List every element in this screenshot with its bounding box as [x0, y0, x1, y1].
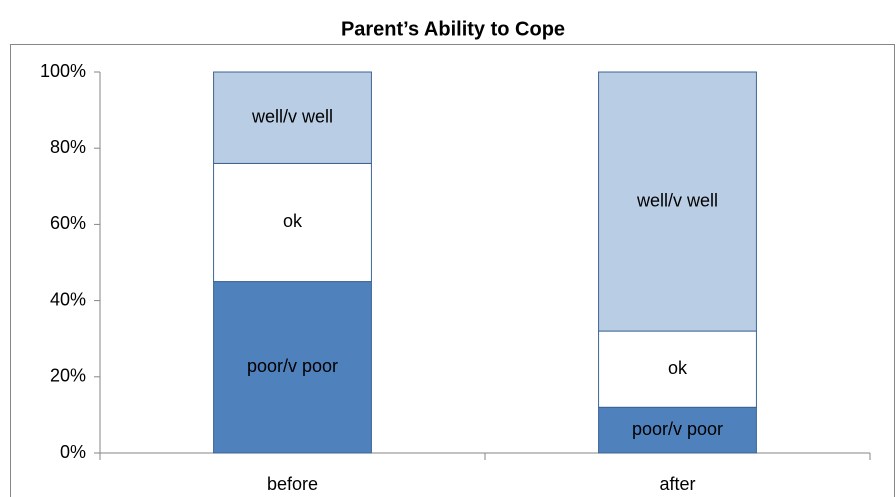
- segment-label: well/v well: [251, 106, 333, 126]
- segment-label: ok: [283, 211, 303, 231]
- bar-segment: [598, 406, 757, 454]
- bar-segment: [213, 281, 372, 454]
- y-tick-label: 80%: [50, 137, 86, 157]
- bar-segment: [598, 330, 757, 408]
- segment-label: poor/v poor: [632, 419, 723, 439]
- y-tick-label: 40%: [50, 289, 86, 309]
- bar-segment: [213, 162, 372, 283]
- y-tick-label: 60%: [50, 213, 86, 233]
- x-tick-label: after: [659, 474, 695, 494]
- chart-border: [10, 44, 895, 497]
- segment-label: well/v well: [636, 190, 718, 210]
- bar-segment: [598, 71, 757, 332]
- bar-segment: [213, 71, 372, 164]
- y-tick-label: 100%: [40, 61, 86, 81]
- y-tick-label: 0%: [60, 442, 86, 462]
- x-tick-label: before: [267, 474, 318, 494]
- segment-label: ok: [668, 358, 688, 378]
- chart-title: Parent’s Ability to Cope: [341, 18, 565, 40]
- segment-label: poor/v poor: [247, 356, 338, 376]
- y-tick-label: 20%: [50, 366, 86, 386]
